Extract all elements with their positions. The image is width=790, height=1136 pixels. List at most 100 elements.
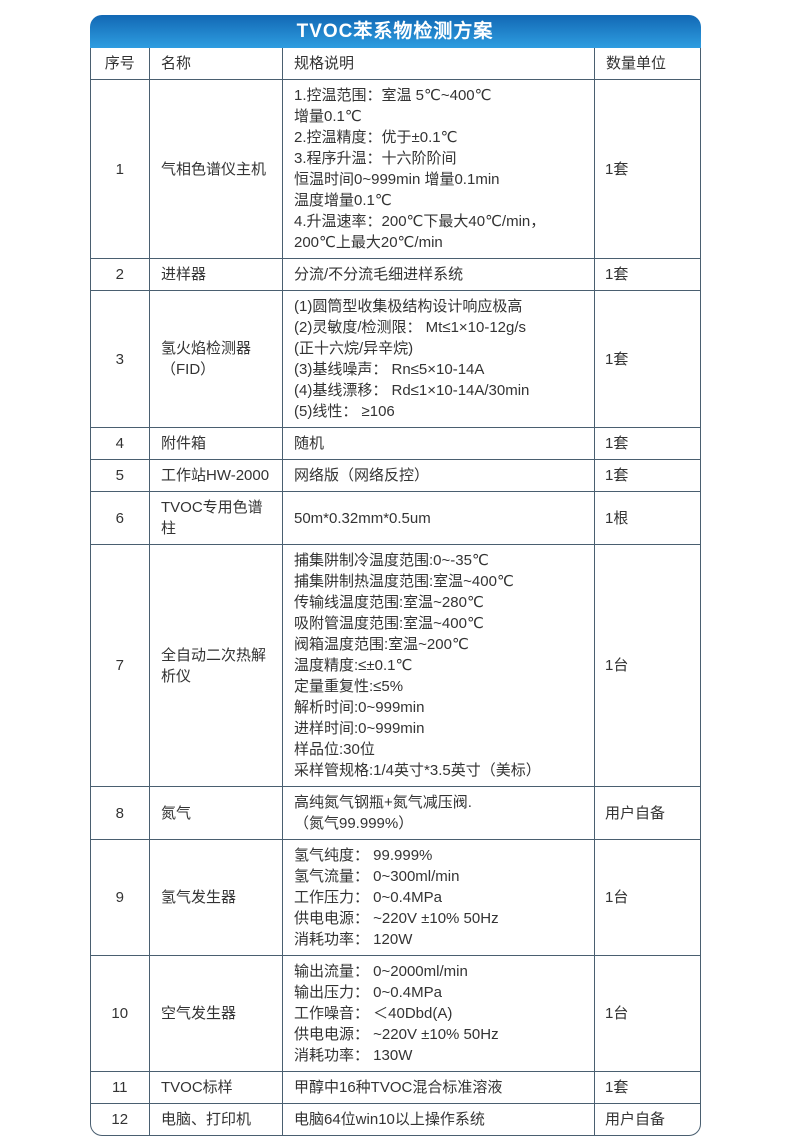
row-spec: 50m*0.32mm*0.5um — [282, 491, 595, 545]
spec-line: 分流/不分流毛细进样系统 — [294, 266, 464, 283]
spec-line: 采样管规格:1/4英寸*3.5英寸（美标） — [294, 762, 541, 779]
spec-line: 50m*0.32mm*0.5um — [294, 509, 431, 527]
row-no: 2 — [90, 258, 150, 291]
spec-line: 输出流量： 0~2000ml/min — [294, 963, 468, 980]
spec-table-wrap: 序号 名称 规格说明 数量单位 1 气相色谱仪主机 1.控温范围：室温 5℃~4… — [89, 48, 701, 1136]
spec-sheet-card: TVOC苯系物检测方案 序号 名称 规格说明 数量单位 1 气相色谱仪主机 1.… — [89, 15, 701, 1136]
row-name: 工作站HW-2000 — [149, 459, 283, 492]
spec-line: 工作压力： 0~0.4MPa — [294, 889, 442, 906]
row-qty: 1套 — [594, 459, 700, 492]
row-qty: 1台 — [594, 839, 700, 956]
spec-line: 工作噪音： ＜40Dbd(A) — [294, 1005, 453, 1022]
spec-line: 消耗功率： 130W — [294, 1047, 413, 1064]
table-header-row: 序号 名称 规格说明 数量单位 — [90, 48, 700, 80]
column-header-qty: 数量单位 — [594, 48, 700, 80]
row-name: TVOC专用色谱柱 — [149, 491, 283, 545]
spec-line: (1)圆筒型收集极结构设计响应极高 — [294, 298, 523, 315]
spec-line: 氢气流量： 0~300ml/min — [294, 868, 460, 885]
row-qty: 1套 — [594, 290, 700, 428]
row-spec: 网络版（网络反控） — [282, 459, 595, 492]
row-name: 电脑、打印机 — [149, 1103, 283, 1135]
spec-line: 消耗功率： 120W — [294, 931, 413, 948]
row-name: 气相色谱仪主机 — [149, 79, 283, 259]
spec-line: 甲醇中16种TVOC混合标准溶液 — [294, 1079, 503, 1096]
spec-line: 恒温时间0~999min 增量0.1min — [294, 171, 500, 188]
spec-line: 解析时间:0~999min — [294, 699, 425, 716]
row-name: 进样器 — [149, 258, 283, 291]
row-no: 5 — [90, 459, 150, 492]
spec-line: 随机 — [294, 435, 325, 452]
row-no: 1 — [90, 79, 150, 259]
table-row: 7 全自动二次热解析仪 捕集阱制冷温度范围:0~-35℃ 捕集阱制热温度范围:室温… — [90, 544, 700, 787]
spec-line: (2)灵敏度/检测限： Mt≤1×10-12g/s — [294, 319, 527, 336]
spec-line: 供电电源： ~220V ±10% 50Hz — [294, 1026, 499, 1043]
spec-line: 1.控温范围：室温 5℃~400℃ — [294, 87, 492, 104]
spec-line: 吸附管温度范围:室温~400℃ — [294, 615, 484, 632]
table-row: 1 气相色谱仪主机 1.控温范围：室温 5℃~400℃ 增量0.1℃ 2.控温精度：… — [90, 79, 700, 259]
row-spec: 甲醇中16种TVOC混合标准溶液 — [282, 1071, 595, 1104]
row-qty: 1套 — [594, 1071, 700, 1104]
row-name: 全自动二次热解析仪 — [149, 544, 283, 787]
spec-line: 增量0.1℃ — [294, 108, 362, 125]
spec-line: (5)线性： ≥106 — [294, 403, 395, 420]
spec-line: 定量重复性:≤5% — [294, 678, 404, 695]
row-qty: 用户自备 — [594, 786, 700, 840]
table-row: 11 TVOC标样 甲醇中16种TVOC混合标准溶液 1套 — [90, 1071, 700, 1104]
spec-line: 温度增量0.1℃ — [294, 192, 392, 209]
table-row: 2 进样器 分流/不分流毛细进样系统 1套 — [90, 258, 700, 291]
row-name: 氢火焰检测器（FID） — [149, 290, 283, 428]
spec-line: (正十六烷/异辛烷) — [294, 340, 414, 357]
row-qty: 1根 — [594, 491, 700, 545]
row-qty: 1台 — [594, 955, 700, 1072]
row-name: 氮气 — [149, 786, 283, 840]
row-spec: 随机 — [282, 427, 595, 460]
row-no: 4 — [90, 427, 150, 460]
row-spec: 分流/不分流毛细进样系统 — [282, 258, 595, 291]
row-spec: 高纯氮气钢瓶+氮气减压阀. （氮气99.999%） — [282, 786, 595, 840]
spec-line: 200℃上最大20℃/min — [294, 234, 443, 251]
row-no: 9 — [90, 839, 150, 956]
row-spec: 1.控温范围：室温 5℃~400℃ 增量0.1℃ 2.控温精度：优于±0.1℃ 3.程… — [282, 79, 595, 259]
column-header-spec: 规格说明 — [282, 48, 595, 80]
spec-line: （氮气99.999%） — [294, 815, 414, 832]
table-row: 10 空气发生器 输出流量： 0~2000ml/min 输出压力： 0~0.4MP… — [90, 955, 700, 1072]
spec-line: 氢气纯度： 99.999% — [294, 847, 433, 864]
row-name: 空气发生器 — [149, 955, 283, 1072]
spec-line: 高纯氮气钢瓶+氮气减压阀. — [294, 794, 472, 811]
table-row: 5 工作站HW-2000 网络版（网络反控） 1套 — [90, 459, 700, 492]
spec-line: 捕集阱制冷温度范围:0~-35℃ — [294, 552, 489, 569]
spec-line: 3.程序升温：十六阶阶间 — [294, 150, 457, 167]
row-spec: 电脑64位win10以上操作系统 — [282, 1103, 595, 1135]
row-no: 12 — [90, 1103, 150, 1135]
table-row: 12 电脑、打印机 电脑64位win10以上操作系统 用户自备 — [90, 1103, 700, 1135]
table-row: 8 氮气 高纯氮气钢瓶+氮气减压阀. （氮气99.999%） 用户自备 — [90, 786, 700, 840]
spec-line: 进样时间:0~999min — [294, 720, 425, 737]
row-spec: 输出流量： 0~2000ml/min 输出压力： 0~0.4MPa 工作噪音： ＜4… — [282, 955, 595, 1072]
spec-line: 传输线温度范围:室温~280℃ — [294, 594, 484, 611]
row-qty: 1套 — [594, 258, 700, 291]
table-body: 1 气相色谱仪主机 1.控温范围：室温 5℃~400℃ 增量0.1℃ 2.控温精度：… — [90, 79, 700, 1135]
spec-line: 温度精度:≤±0.1℃ — [294, 657, 413, 674]
row-no: 6 — [90, 491, 150, 545]
row-name: 附件箱 — [149, 427, 283, 460]
spec-line: 供电电源： ~220V ±10% 50Hz — [294, 910, 499, 927]
row-name: TVOC标样 — [149, 1071, 283, 1104]
spec-line: (3)基线噪声： Rn≤5×10-14A — [294, 361, 485, 378]
row-name: 氢气发生器 — [149, 839, 283, 956]
column-header-no: 序号 — [90, 48, 150, 80]
row-spec: 捕集阱制冷温度范围:0~-35℃ 捕集阱制热温度范围:室温~400℃ 传输线温度范围… — [282, 544, 595, 787]
spec-line: 输出压力： 0~0.4MPa — [294, 984, 442, 1001]
row-qty: 1套 — [594, 427, 700, 460]
spec-line: 电脑64位win10以上操作系统 — [294, 1111, 485, 1128]
spec-line: 捕集阱制热温度范围:室温~400℃ — [294, 573, 514, 590]
spec-line: 4.升温速率：200℃下最大40℃/min， — [294, 213, 546, 230]
spec-line: 网络版（网络反控） — [294, 467, 430, 484]
row-spec: (1)圆筒型收集极结构设计响应极高 (2)灵敏度/检测限： Mt≤1×10-12g… — [282, 290, 595, 428]
spec-line: 阀箱温度范围:室温~200℃ — [294, 636, 469, 653]
spec-line: (4)基线漂移： Rd≤1×10-14A/30min — [294, 382, 530, 399]
table-row: 3 氢火焰检测器（FID） (1)圆筒型收集极结构设计响应极高 (2)灵敏度/检测… — [90, 290, 700, 428]
row-no: 8 — [90, 786, 150, 840]
row-spec: 氢气纯度： 99.999% 氢气流量： 0~300ml/min 工作压力： 0~0.… — [282, 839, 595, 956]
row-no: 10 — [90, 955, 150, 1072]
column-header-name: 名称 — [149, 48, 283, 80]
